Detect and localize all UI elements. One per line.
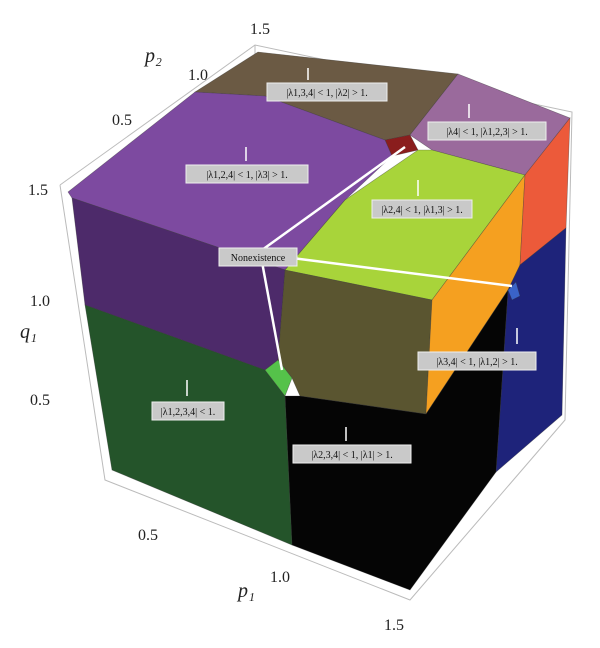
- region-green: [84, 304, 293, 546]
- region-lightgreen: [264, 359, 293, 397]
- tick-label: 1.0: [270, 569, 290, 586]
- tick-label: 1.5: [384, 617, 404, 634]
- region-label: |λ1,2,3,4| < 1.: [161, 407, 216, 418]
- axis-label: p₁: [236, 580, 255, 602]
- tick-label: 0.5: [138, 527, 158, 544]
- region-blue-spot: [507, 281, 521, 301]
- tick-label: 1.5: [250, 21, 270, 38]
- tick-label: 0.5: [30, 392, 50, 409]
- label-box: [218, 247, 298, 267]
- region-label: |λ2,4| < 1, |λ1,3| > 1.: [381, 205, 462, 216]
- tick-label: 1.5: [28, 182, 48, 199]
- regions: [67, 51, 571, 591]
- region-labels: |λ1,3,4| < 1, |λ2| > 1. |λ4| < 1, |λ1,2,…: [151, 68, 547, 464]
- axis-label: p₂: [143, 45, 162, 67]
- axis-label: q₁: [20, 321, 37, 343]
- tick-label: 1.0: [188, 67, 208, 84]
- nonexistence-label: Nonexistence: [231, 253, 286, 264]
- region-label: |λ1,2,4| < 1, |λ3| > 1.: [206, 170, 287, 181]
- region-black: [284, 288, 509, 591]
- region-label: |λ2,3,4| < 1, |λ1| > 1.: [311, 450, 392, 461]
- tick-label: 0.5: [112, 112, 132, 129]
- region-label: |λ4| < 1, |λ1,2,3| > 1.: [446, 127, 527, 138]
- region-label: |λ1,3,4| < 1, |λ2| > 1.: [286, 88, 367, 99]
- tick-label: 1.0: [30, 293, 50, 310]
- pointers: [260, 145, 513, 371]
- region-label: |λ3,4| < 1, |λ1,2| > 1.: [436, 357, 517, 368]
